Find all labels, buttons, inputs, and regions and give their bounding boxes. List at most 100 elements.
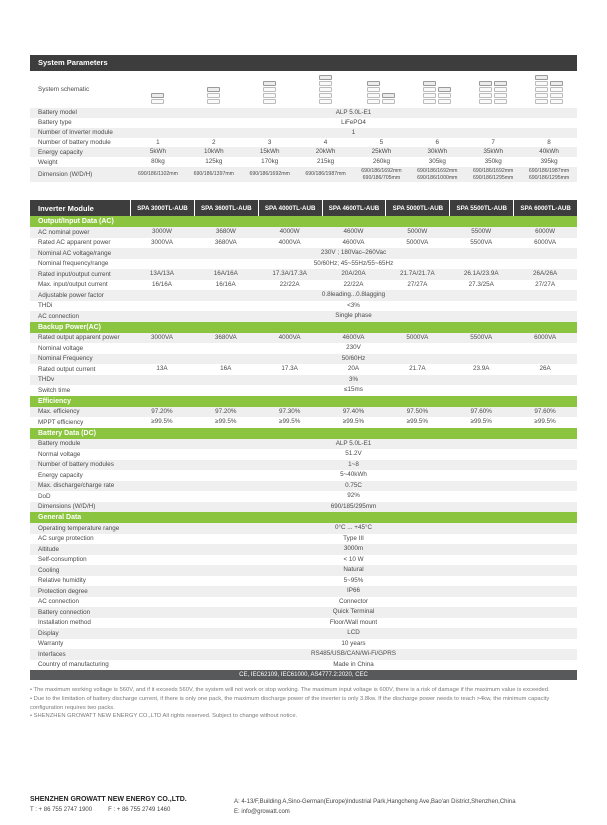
battery-module-icon — [535, 99, 549, 104]
schematic-tower — [151, 93, 165, 104]
spec-value: 5500W — [471, 228, 492, 236]
spec-label: AC connection — [38, 598, 79, 606]
spec-value: 13A — [156, 365, 168, 373]
spec-value: 1~8 — [348, 460, 359, 468]
spec-value: 80kg — [151, 158, 165, 166]
spec-value: 6000VA — [534, 238, 557, 246]
spec-label: Battery connection — [38, 608, 91, 616]
battery-module-icon — [535, 93, 549, 98]
spec-row: THDi <3% — [30, 301, 577, 312]
battery-module-icon — [263, 93, 277, 98]
spec-label: Self-consumption — [38, 556, 87, 564]
spec-value: 10kWh — [204, 148, 224, 156]
spec-value: 3000W — [151, 228, 172, 236]
inverter-module-title: Inverter Module — [30, 200, 130, 217]
spec-value: 5500VA — [470, 238, 493, 246]
spec-value: ≥99.5% — [215, 418, 237, 426]
spec-label: THDv — [38, 376, 55, 384]
spec-value: 92% — [347, 492, 360, 500]
spec-value: 4 — [323, 138, 328, 146]
schematic-tower — [207, 87, 221, 104]
spec-value: LiFePO4 — [341, 118, 366, 126]
spec-value: 17.3A/17.3A — [272, 270, 307, 278]
spec-row: Nominal voltage 230V — [30, 343, 577, 354]
spec-value: 27/27A — [407, 280, 428, 288]
spec-value: 0.75C — [345, 481, 362, 489]
spec-label: Battery module — [38, 440, 81, 448]
spec-label: Nominal Frequency — [38, 355, 93, 363]
battery-module-icon — [494, 99, 508, 104]
spec-value: 690/185/295mm — [330, 502, 377, 510]
section-header: Backup Power(AC) — [30, 321, 577, 333]
spec-value: Connector — [338, 597, 369, 605]
footnote: • Due to the limitation of battery disch… — [30, 695, 550, 711]
spec-row: Weight 80kg 125kg 170kg 215kg 260kg 305kg 350kg… — [30, 157, 577, 167]
spec-value: 5000VA — [406, 238, 429, 246]
spec-label: Battery type — [38, 119, 72, 127]
spec-row: Display LCD — [30, 628, 577, 639]
spec-value: 3000m — [343, 545, 364, 553]
spec-value: 23.9A — [472, 365, 490, 373]
section-header: Efficiency — [30, 395, 577, 407]
spec-row: Dimensions (W/D/H) 690/185/295mm — [30, 501, 577, 513]
inverter-module-section: Inverter Module SPA 3000TL-AUB SPA 3600TL-… — [30, 200, 578, 681]
spec-value: 97.20% — [151, 407, 173, 415]
spec-value: 6000W — [535, 228, 556, 236]
spec-value: 5~95% — [343, 576, 364, 584]
spec-row: Normal voltage 51.2V — [30, 449, 577, 460]
model-name: SPA 5500TL-AUB — [449, 200, 514, 217]
battery-module-icon — [423, 93, 437, 98]
spec-value: 3 — [267, 138, 272, 146]
battery-module-icon — [319, 81, 333, 86]
spec-value: 26A/26A — [533, 270, 558, 278]
spec-value: IP66 — [347, 587, 360, 595]
footer-fax: F : + 86 755 2749 1460 — [108, 806, 171, 813]
spec-value: 5500VA — [470, 333, 493, 341]
system-schematic — [242, 71, 298, 108]
spec-value: 16/16A — [215, 280, 236, 288]
battery-module-icon — [319, 93, 333, 98]
spec-value: 1 — [351, 128, 356, 136]
spec-row: Protection degree IP66 — [30, 586, 577, 597]
spec-value: 21.7A/21.7A — [400, 270, 435, 278]
spec-value: 3680VA — [214, 238, 237, 246]
battery-module-icon — [367, 87, 381, 92]
spec-label: AC surge protection — [38, 535, 94, 543]
spec-value: Floor/Wall mount — [329, 618, 378, 626]
footer-address-block: A: 4-13/F,Building A,Sino-German(Europe)… — [234, 796, 516, 817]
spec-row: MPPT efficiency ≥99.5% ≥99.5% ≥99.5% ≥99.5% ≥… — [30, 417, 577, 428]
inverter-box-icon — [479, 81, 493, 86]
model-name: SPA 4600TL-AUB — [321, 200, 386, 217]
battery-module-icon — [494, 87, 508, 92]
page-content: System Parameters System schematic Batter… — [30, 55, 578, 721]
system-parameters-table: System schematic Battery model ALP 5.0L-E1… — [30, 71, 577, 183]
battery-module-icon — [423, 99, 437, 104]
spec-value: Quick Terminal — [332, 608, 375, 616]
spec-row: Max. input/output current 16/16A 16/16A 22/… — [30, 280, 577, 291]
inverter-box-icon — [263, 81, 277, 86]
spec-label: Max. efficiency — [38, 408, 80, 416]
spec-value: < 10 W — [343, 555, 364, 563]
battery-module-icon — [367, 93, 381, 98]
spec-value: ≥99.5% — [342, 418, 365, 426]
spec-row: Nominal Frequency 50/60Hz — [30, 353, 577, 365]
spec-value: 125kg — [205, 158, 223, 166]
spec-row: AC nominal power 3000W 3680W 4000W 4600W 5000… — [30, 227, 577, 238]
footer-company-block: SHENZHEN GROWATT NEW ENERGY CO.,LTD. T :… — [30, 796, 220, 813]
spec-value: 97.20% — [215, 407, 237, 415]
spec-value: 0°C ... +45°C — [334, 524, 373, 532]
spec-value: 17.3A — [281, 365, 298, 373]
spec-row: System schematic — [30, 71, 577, 108]
system-schematic — [521, 71, 577, 108]
spec-value: 690/186/1397mm — [193, 171, 234, 178]
spec-value: 50/60Hz; 45~55Hz/55~65Hz — [313, 259, 394, 267]
spec-value: 8 — [547, 138, 551, 146]
system-parameters-section: System Parameters System schematic Batter… — [30, 55, 577, 183]
spec-label: Operating temperature range — [38, 524, 120, 532]
spec-label: Protection degree — [38, 587, 88, 595]
battery-module-icon — [263, 99, 277, 104]
inverter-module-table: Output/Input Data (AC) AC nominal power 30… — [30, 216, 577, 670]
inverter-box-icon — [207, 87, 221, 92]
battery-module-icon — [263, 87, 277, 92]
battery-module-icon — [367, 99, 381, 104]
